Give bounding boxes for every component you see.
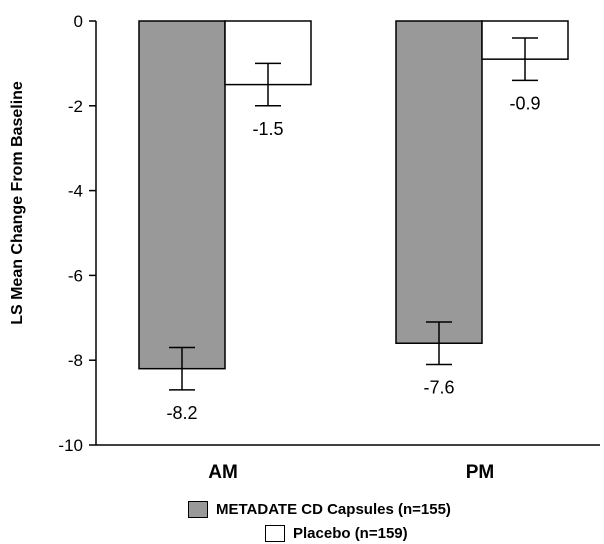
y-tick-label: 0 [74, 12, 83, 31]
data-label: -8.2 [166, 403, 197, 423]
y-tick-label: -4 [68, 182, 83, 201]
bar-pm-series-0 [395, 20, 483, 344]
y-axis-title: LS Mean Change From Baseline [9, 81, 26, 325]
chart-bars [138, 20, 569, 391]
legend-swatch-placebo [265, 525, 285, 542]
x-tick-label-pm: PM [466, 462, 495, 483]
bar-am-series-0 [138, 20, 226, 370]
y-tick-label: -8 [68, 351, 83, 370]
legend-label-metadate: METADATE CD Capsules (n=155) [216, 501, 451, 518]
legend-item-metadate: METADATE CD Capsules (n=155) [188, 501, 451, 518]
y-tick-label: -2 [68, 97, 83, 116]
legend-swatch-metadate [188, 501, 208, 518]
chart-axes: 0 -2 -4 -6 -8 -10 LS Mean Change From Baseline [9, 12, 600, 455]
y-tick-label: -6 [68, 266, 83, 285]
legend-item-placebo: Placebo (n=159) [265, 525, 408, 542]
data-label: -0.9 [509, 93, 540, 113]
legend-label-placebo: Placebo (n=159) [293, 525, 408, 542]
chart-labels: -8.2 -1.5 AM -7.6 -0.9 PM [166, 93, 540, 483]
x-tick-label-am: AM [208, 462, 238, 483]
data-label: -7.6 [423, 377, 454, 397]
y-tick-label: -10 [58, 436, 83, 455]
data-label: -1.5 [252, 119, 283, 139]
